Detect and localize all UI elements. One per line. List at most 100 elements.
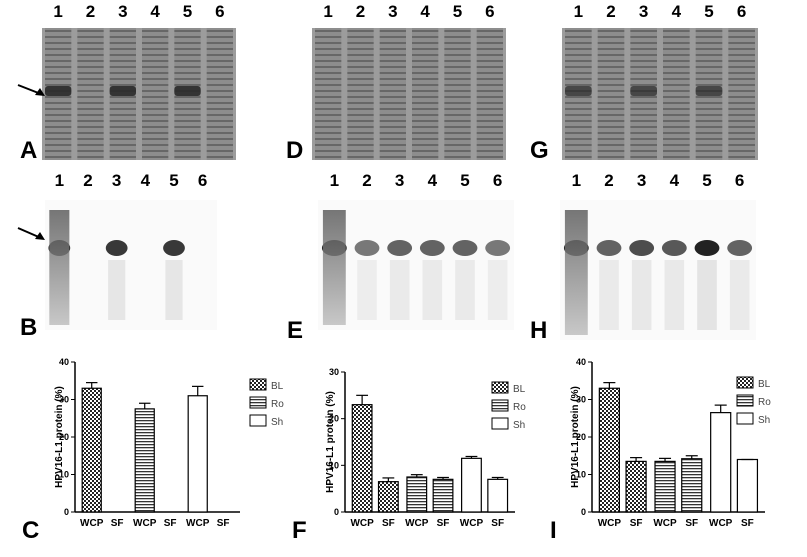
bar bbox=[654, 460, 676, 513]
blot-band bbox=[387, 240, 413, 256]
panel-letter: I bbox=[550, 517, 557, 544]
x-tick-label: SF bbox=[382, 518, 395, 529]
x-tick-label: WCP bbox=[186, 518, 210, 529]
y-tick-label: 0 bbox=[581, 507, 586, 517]
gel-band bbox=[695, 86, 723, 96]
error-bar bbox=[465, 455, 478, 459]
y-tick-label: 30 bbox=[329, 367, 339, 377]
y-tick-label: 20 bbox=[576, 432, 586, 442]
blot-band bbox=[163, 240, 185, 256]
bar bbox=[736, 458, 759, 513]
lane-number: 3 bbox=[637, 171, 646, 190]
bar bbox=[625, 460, 647, 513]
panel-letter: E bbox=[287, 317, 303, 344]
blot-smear bbox=[322, 210, 346, 325]
legend-label: Ro bbox=[758, 397, 771, 408]
legend-label: BL bbox=[513, 384, 526, 395]
legend-swatch bbox=[736, 376, 754, 389]
lane-number: 1 bbox=[572, 171, 581, 190]
x-tick-label: SF bbox=[741, 518, 754, 529]
error-bar bbox=[382, 477, 395, 482]
error-bar bbox=[714, 404, 727, 413]
lane-number: 1 bbox=[574, 2, 583, 21]
x-tick-label: SF bbox=[630, 518, 643, 529]
lane-number: 6 bbox=[485, 2, 494, 21]
blot-band bbox=[419, 240, 445, 256]
lane-number: 4 bbox=[420, 2, 430, 21]
lane-number: 3 bbox=[395, 171, 404, 190]
error-bar bbox=[191, 385, 204, 396]
bar bbox=[461, 457, 482, 513]
lane-number: 4 bbox=[150, 2, 160, 21]
blot-smear bbox=[165, 260, 183, 320]
gel-band bbox=[45, 86, 72, 96]
blot-band bbox=[485, 240, 511, 256]
blot-image bbox=[45, 200, 217, 330]
x-tick-label: WCP bbox=[598, 518, 622, 529]
x-tick-label: SF bbox=[111, 518, 124, 529]
lane-number: 5 bbox=[183, 2, 192, 21]
x-tick-label: WCP bbox=[133, 518, 157, 529]
blot-band bbox=[596, 240, 622, 256]
arrow-head bbox=[35, 232, 45, 240]
legend-swatch bbox=[491, 381, 509, 394]
y-tick-label: 0 bbox=[334, 507, 339, 517]
lane-number: 6 bbox=[737, 2, 746, 21]
y-axis-label: HPV16-L1 protein (%) bbox=[325, 391, 336, 493]
gel-band bbox=[109, 86, 136, 96]
x-tick-label: SF bbox=[164, 518, 177, 529]
blot-smear bbox=[422, 260, 443, 320]
gel-image bbox=[312, 28, 506, 160]
y-tick-label: 20 bbox=[59, 432, 69, 442]
error-bar bbox=[491, 476, 504, 480]
blot-band bbox=[694, 240, 720, 256]
y-tick-label: 0 bbox=[64, 507, 69, 517]
bar bbox=[406, 476, 428, 513]
lane-number: 5 bbox=[169, 171, 178, 190]
gel-lane bbox=[444, 28, 471, 160]
bar bbox=[432, 478, 454, 513]
lane-number: 1 bbox=[323, 2, 332, 21]
error-bar bbox=[356, 394, 369, 405]
legend-label: Sh bbox=[513, 420, 525, 431]
y-axis-label: HPV16-L1 protein (%) bbox=[54, 386, 65, 488]
lane-number: 4 bbox=[428, 171, 438, 190]
gel-lane bbox=[379, 28, 406, 160]
arrow-head bbox=[35, 88, 45, 96]
panel-letter: B bbox=[20, 314, 37, 341]
bar bbox=[710, 412, 732, 513]
legend-swatch bbox=[491, 417, 509, 430]
blot-smear bbox=[631, 260, 652, 330]
gel-image bbox=[562, 28, 758, 160]
bar bbox=[377, 481, 399, 513]
x-tick-label: SF bbox=[217, 518, 230, 529]
blot-image bbox=[560, 200, 756, 340]
legend-swatch bbox=[736, 412, 754, 425]
lane-number: 2 bbox=[606, 2, 615, 21]
blot-smear bbox=[599, 260, 619, 330]
y-tick-label: 40 bbox=[59, 357, 69, 367]
blot-image bbox=[318, 200, 514, 330]
lane-number: 2 bbox=[86, 2, 95, 21]
lane-number: 3 bbox=[639, 2, 648, 21]
blot-smear bbox=[389, 260, 410, 320]
gel-band bbox=[630, 86, 657, 96]
error-bar bbox=[685, 455, 698, 459]
panel-letter: A bbox=[20, 137, 37, 164]
lane-number: 3 bbox=[118, 2, 127, 21]
blot-band bbox=[661, 240, 687, 256]
blot-smear bbox=[697, 260, 717, 330]
x-tick-label: WCP bbox=[709, 518, 733, 529]
legend-label: BL bbox=[271, 381, 284, 392]
x-tick-label: WCP bbox=[80, 518, 104, 529]
legend-swatch bbox=[736, 394, 754, 407]
legend-swatch bbox=[249, 378, 267, 391]
bar bbox=[487, 478, 509, 513]
blot-smear bbox=[455, 260, 475, 320]
panel-letter: D bbox=[286, 137, 303, 164]
bar bbox=[134, 408, 155, 513]
lane-number: 3 bbox=[112, 171, 121, 190]
y-tick-label: 10 bbox=[329, 460, 339, 470]
lane-number: 2 bbox=[356, 2, 365, 21]
lane-number: 3 bbox=[388, 2, 397, 21]
